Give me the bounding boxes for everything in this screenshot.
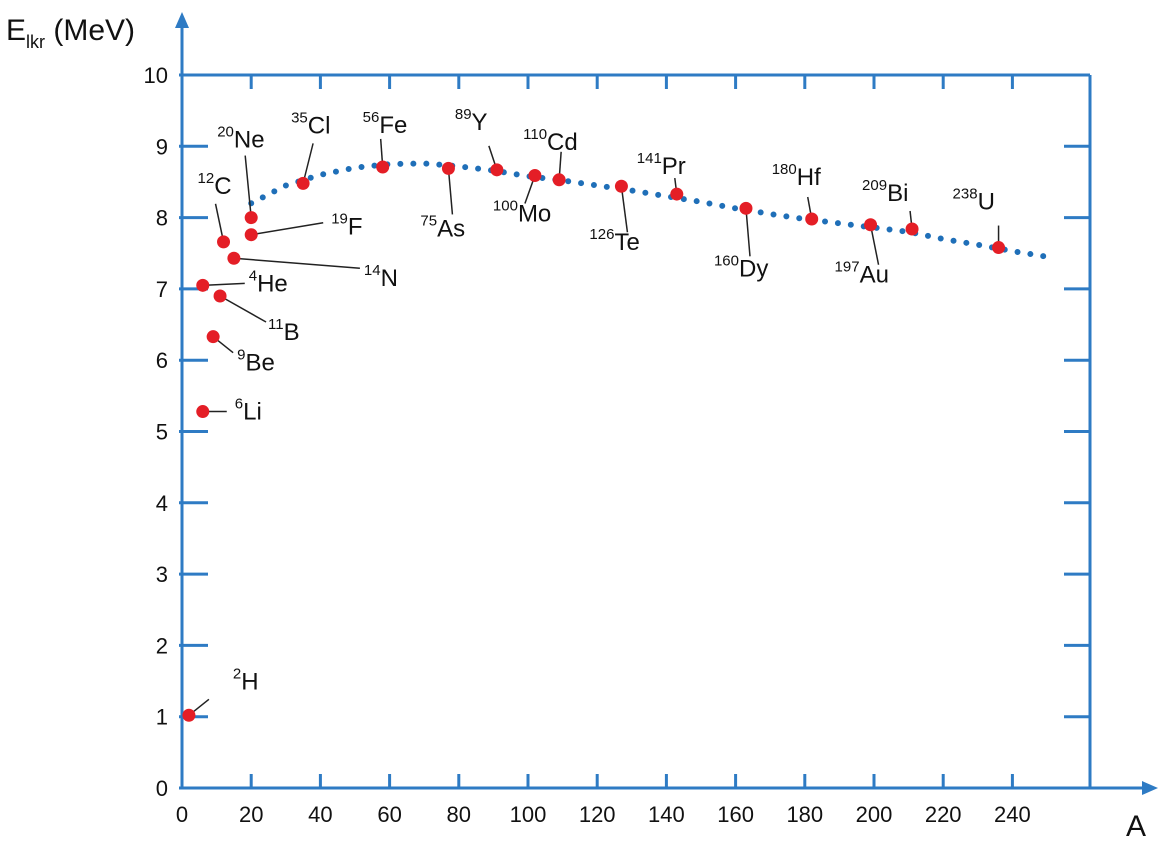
y-tick-label: 6 — [156, 348, 168, 373]
x-tick-label: 0 — [176, 802, 188, 827]
point-label-y: 89Y — [455, 106, 488, 136]
trend-curve — [248, 160, 1050, 260]
data-point-y — [490, 163, 504, 177]
data-point-as — [441, 161, 455, 175]
x-tick-label: 40 — [308, 802, 332, 827]
data-point-f — [244, 228, 258, 242]
x-tick-label: 160 — [717, 802, 754, 827]
label-leader-au — [869, 224, 880, 265]
data-point-c — [217, 235, 231, 249]
y-tick-label: 10 — [144, 63, 168, 88]
point-label-h: 2H — [233, 665, 259, 695]
data-point-he — [196, 278, 210, 292]
y-tick-label: 7 — [156, 277, 168, 302]
x-tick-label: 240 — [994, 802, 1031, 827]
point-label-cd: 110Cd — [523, 126, 578, 156]
x-tick-label: 220 — [925, 802, 962, 827]
y-tick-label: 3 — [156, 562, 168, 587]
data-point-dy — [739, 201, 753, 215]
point-label-he: 4He — [249, 267, 288, 297]
point-label-b: 11B — [268, 316, 300, 346]
label-leader-he — [202, 282, 245, 287]
y-tick-label: 8 — [156, 206, 168, 231]
point-label-te: 126Te — [589, 226, 639, 256]
x-tick-label: 140 — [648, 802, 685, 827]
point-label-ne: 20Ne — [217, 124, 264, 154]
point-label-bi: 209Bi — [862, 177, 908, 207]
point-label-be: 9Be — [237, 347, 275, 377]
data-point-fe — [376, 160, 390, 174]
data-point-cl — [296, 176, 310, 190]
point-label-au: 197Au — [835, 259, 889, 289]
axis-titles: Elkr (MeV) A — [6, 14, 1146, 843]
y-axis-arrow — [175, 12, 189, 28]
data-point-n — [227, 251, 241, 265]
data-point-cd — [552, 173, 566, 187]
label-leader-n — [233, 257, 360, 269]
x-tick-label: 100 — [510, 802, 547, 827]
label-leader-as — [447, 168, 454, 215]
x-axis-arrow — [1142, 781, 1158, 795]
data-point-u — [992, 241, 1006, 255]
x-tick-label: 80 — [447, 802, 471, 827]
y-tick-label: 0 — [156, 776, 168, 801]
point-label-f: 19F — [331, 211, 362, 241]
y-tick-label: 2 — [156, 633, 168, 658]
x-tick-label: 20 — [239, 802, 263, 827]
data-point-bi — [905, 222, 919, 236]
data-point-mo — [528, 169, 542, 183]
y-tick-label: 4 — [156, 491, 168, 516]
label-leader-ne — [244, 155, 252, 218]
y-tick-label: 5 — [156, 420, 168, 445]
point-label-c: 12C — [198, 170, 232, 200]
data-points — [182, 160, 1006, 722]
data-point-li — [196, 405, 210, 419]
data-point-pr — [670, 187, 684, 201]
point-label-li: 6Li — [235, 396, 262, 426]
x-tick-label: 60 — [377, 802, 401, 827]
label-leader-f — [251, 221, 324, 236]
label-leader-b — [219, 295, 267, 323]
label-leader-dy — [745, 208, 751, 257]
point-label-pr: 141Pr — [637, 150, 686, 180]
data-point-hf — [805, 212, 819, 226]
data-point-h — [182, 708, 196, 722]
data-point-te — [614, 179, 628, 193]
label-leader-cl — [302, 143, 314, 184]
trend-curve-path — [248, 160, 1050, 260]
label-leader-te — [620, 186, 629, 233]
point-label-n: 14N — [364, 262, 398, 292]
point-label-as: 75As — [420, 212, 465, 242]
data-point-ne — [244, 211, 258, 225]
point-label-u: 238U — [953, 186, 995, 216]
x-tick-label: 200 — [856, 802, 893, 827]
point-label-cl: 35Cl — [291, 109, 330, 139]
data-point-b — [213, 289, 227, 303]
y-tick-label: 1 — [156, 705, 168, 730]
x-tick-label: 180 — [786, 802, 823, 827]
x-tick-label: 120 — [579, 802, 616, 827]
point-label-fe: 56Fe — [363, 109, 408, 139]
point-label-dy: 160Dy — [714, 252, 768, 282]
y-axis-title: Elkr (MeV) — [6, 14, 135, 52]
data-point-au — [864, 218, 878, 232]
point-label-mo: 100Mo — [493, 198, 551, 228]
x-axis-title: A — [1126, 810, 1146, 843]
y-tick-label: 9 — [156, 134, 168, 159]
point-label-hf: 180Hf — [772, 161, 821, 191]
data-point-be — [206, 330, 220, 344]
